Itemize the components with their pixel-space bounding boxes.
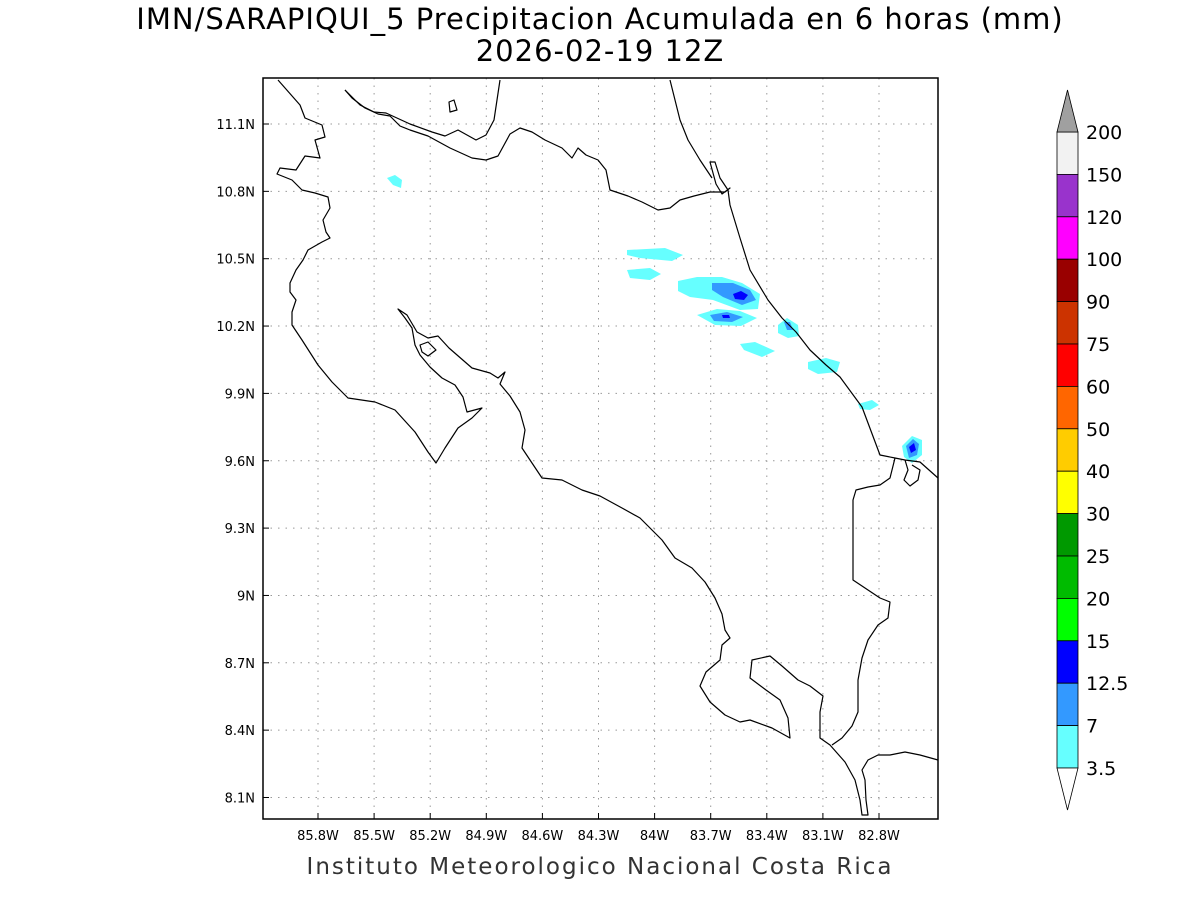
lat-tick-label: 8.4N: [225, 724, 255, 739]
colorbar-label: 200: [1086, 122, 1122, 144]
lat-tick-label: 8.7N: [225, 657, 255, 672]
precip-cell: [858, 400, 879, 410]
colorbar-label: 90: [1086, 292, 1110, 314]
colorbar-swatch: [1056, 598, 1079, 642]
colorbar-label: 75: [1086, 334, 1110, 356]
colorbar-label: 150: [1086, 164, 1122, 186]
colorbar-label: 3.5: [1086, 758, 1116, 780]
colorbar-label: 15: [1086, 631, 1110, 653]
lon-tick-label: 84.9W: [465, 829, 507, 844]
precip-cell: [740, 342, 775, 357]
lat-tick-label: 8.1N: [225, 792, 255, 807]
colorbar-swatch: [1056, 725, 1079, 769]
lat-tick-label: 10.2N: [216, 320, 255, 335]
precip-cell: [808, 358, 840, 374]
precip-cell: [909, 443, 916, 453]
lat-tick-label: 9.3N: [225, 522, 255, 537]
colorbar-label: 20: [1086, 588, 1110, 610]
precip-cell: [387, 175, 402, 188]
lat-tick-label: 10.8N: [216, 185, 255, 200]
colorbar-swatch: [1056, 555, 1079, 599]
colorbar-label: 100: [1086, 249, 1122, 271]
lat-tick-label: 9.6N: [225, 455, 255, 470]
precip-cell: [784, 322, 793, 330]
lon-tick-label: 85.2W: [409, 829, 451, 844]
lon-tick-label: 84.6W: [521, 829, 563, 844]
lat-tick-label: 10.5N: [216, 253, 255, 268]
colorbar-swatch: [1056, 173, 1079, 218]
footer-credit: Instituto Meteorologico Nacional Costa R…: [306, 854, 894, 880]
lat-tick-label: 9N: [237, 589, 255, 604]
lon-tick-label: 83.4W: [746, 829, 788, 844]
colorbar-under-arrow: [1056, 767, 1079, 811]
colorbar-over-arrow: [1056, 89, 1079, 133]
colorbar-label: 25: [1086, 546, 1110, 568]
colorbar-label: 40: [1086, 461, 1110, 483]
lon-tick-label: 83.1W: [802, 829, 844, 844]
coastlines: [276, 79, 939, 816]
map-grid: [263, 78, 938, 819]
colorbar-swatch: [1056, 131, 1079, 175]
lon-tick-label: 82.8W: [858, 829, 900, 844]
colorbar-swatch: [1056, 343, 1079, 387]
colorbar-label: 12.5: [1086, 673, 1128, 695]
colorbar-swatch: [1056, 216, 1079, 260]
lat-tick-label: 9.9N: [225, 387, 255, 402]
lon-tick-label: 85.5W: [353, 829, 395, 844]
lat-tick-label: 11.1N: [216, 118, 255, 133]
lon-tick-label: 84.3W: [578, 829, 620, 844]
colorbar-swatch: [1056, 640, 1079, 684]
map-date: 2026-02-19 12Z: [475, 34, 725, 68]
map-frame: [262, 77, 939, 820]
colorbar-label: 30: [1086, 504, 1110, 526]
colorbar-swatch: [1056, 301, 1079, 345]
colorbar-swatch: [1056, 428, 1079, 472]
colorbar-swatch: [1056, 513, 1079, 557]
colorbar-label: 120: [1086, 207, 1122, 229]
precip-cell: [627, 268, 661, 280]
colorbar-label: 7: [1086, 716, 1098, 738]
precip-cell: [722, 315, 730, 318]
colorbar-swatch: [1056, 470, 1079, 515]
colorbar-swatch: [1056, 385, 1079, 430]
colorbar-swatch: [1056, 682, 1079, 727]
map-axes: 85.8W 85.5W 85.2W 84.9W 84.6W 84.3W 84W 83.7W 83…: [216, 118, 900, 844]
precip-cell: [627, 248, 683, 261]
colorbar-label: 50: [1086, 419, 1110, 441]
precip-cell: [733, 291, 748, 300]
lon-tick-label: 85.8W: [297, 829, 339, 844]
colorbar: 200 150 120 100 90 75 60 50 40 30 25 20 15 12.5 7 3.5: [1056, 89, 1128, 811]
lon-tick-label: 84W: [640, 829, 670, 844]
map-title: IMN/SARAPIQUI_5 Precipitacion Acumulada …: [136, 2, 1064, 36]
colorbar-swatch: [1056, 258, 1079, 303]
colorbar-label: 60: [1086, 376, 1110, 398]
lon-tick-label: 83.7W: [690, 829, 732, 844]
